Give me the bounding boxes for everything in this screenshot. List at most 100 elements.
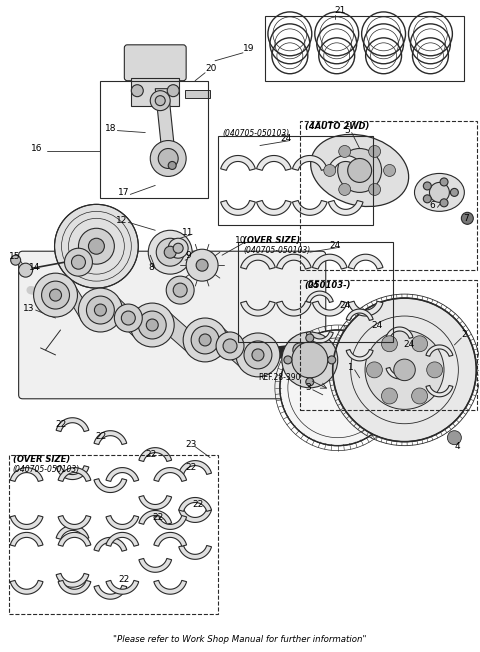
Circle shape (430, 183, 449, 202)
Polygon shape (139, 511, 172, 524)
Text: 23: 23 (185, 440, 196, 449)
Polygon shape (94, 585, 127, 599)
Circle shape (338, 149, 382, 192)
Polygon shape (154, 580, 187, 594)
Polygon shape (306, 332, 333, 343)
Polygon shape (179, 546, 212, 559)
Circle shape (394, 359, 415, 381)
Polygon shape (10, 467, 43, 481)
Text: 8: 8 (148, 263, 154, 272)
Text: (4AUTO 2WD): (4AUTO 2WD) (305, 122, 369, 131)
Circle shape (173, 243, 183, 253)
Polygon shape (56, 573, 89, 587)
Polygon shape (179, 509, 212, 522)
Polygon shape (58, 516, 91, 529)
Text: 5: 5 (345, 126, 350, 135)
Polygon shape (58, 580, 91, 594)
Text: 16: 16 (31, 144, 42, 153)
Text: 4: 4 (455, 442, 460, 451)
Text: 13: 13 (23, 304, 34, 312)
Text: 24: 24 (372, 321, 383, 329)
Circle shape (55, 204, 138, 288)
Circle shape (282, 332, 338, 388)
Circle shape (49, 289, 61, 301)
Circle shape (168, 162, 176, 170)
Circle shape (183, 318, 227, 362)
Circle shape (286, 336, 314, 364)
Circle shape (158, 149, 178, 168)
Polygon shape (276, 301, 311, 316)
Circle shape (427, 362, 443, 378)
Circle shape (244, 341, 272, 369)
Polygon shape (348, 301, 383, 316)
Bar (300, 280, 477, 409)
Polygon shape (139, 496, 172, 509)
Text: 9: 9 (185, 251, 191, 259)
Text: 17: 17 (119, 188, 130, 197)
Polygon shape (257, 200, 291, 215)
Text: 12: 12 (116, 216, 128, 225)
Bar (300, 121, 477, 270)
Text: REF.28-390: REF.28-390 (258, 374, 300, 382)
Polygon shape (221, 156, 255, 170)
Circle shape (19, 263, 33, 277)
Circle shape (216, 332, 244, 360)
Text: 6: 6 (430, 201, 435, 210)
Circle shape (384, 164, 396, 177)
Circle shape (236, 333, 280, 377)
Text: 22: 22 (192, 500, 204, 509)
Circle shape (412, 336, 428, 351)
Polygon shape (56, 418, 89, 432)
Circle shape (339, 145, 351, 157)
Circle shape (167, 85, 179, 96)
Circle shape (293, 343, 307, 357)
Circle shape (365, 331, 444, 409)
Polygon shape (179, 497, 212, 511)
Circle shape (34, 273, 77, 317)
Polygon shape (58, 533, 91, 546)
Text: 11: 11 (182, 228, 193, 237)
Text: (040705-050103): (040705-050103) (243, 246, 310, 255)
Circle shape (130, 303, 174, 347)
Polygon shape (106, 533, 139, 546)
Polygon shape (154, 533, 187, 546)
Circle shape (166, 276, 194, 304)
Bar (218, 136, 372, 226)
Polygon shape (346, 349, 373, 361)
Text: 18: 18 (106, 124, 117, 133)
Text: 22: 22 (119, 575, 130, 584)
Polygon shape (106, 516, 139, 529)
Text: 24: 24 (404, 340, 415, 349)
Circle shape (447, 431, 461, 445)
Polygon shape (179, 460, 212, 475)
Text: (OVER SIZE): (OVER SIZE) (243, 236, 300, 244)
Bar (238, 243, 393, 342)
Circle shape (148, 230, 192, 274)
Circle shape (196, 259, 208, 271)
Circle shape (223, 339, 237, 353)
Text: 24: 24 (308, 280, 319, 289)
Circle shape (95, 304, 107, 316)
Polygon shape (386, 327, 413, 338)
Circle shape (88, 238, 104, 254)
Circle shape (333, 298, 476, 441)
Circle shape (72, 255, 85, 269)
Circle shape (306, 378, 314, 386)
Circle shape (173, 283, 187, 297)
Circle shape (78, 288, 122, 332)
Circle shape (423, 195, 432, 203)
Circle shape (440, 178, 448, 186)
Polygon shape (306, 291, 333, 303)
Polygon shape (10, 580, 43, 594)
Polygon shape (139, 558, 172, 572)
Text: 10: 10 (235, 236, 247, 244)
FancyBboxPatch shape (19, 251, 326, 399)
FancyBboxPatch shape (124, 45, 186, 81)
Polygon shape (58, 467, 91, 481)
Circle shape (164, 246, 176, 258)
Polygon shape (426, 345, 453, 357)
Ellipse shape (415, 173, 464, 211)
Circle shape (280, 330, 396, 446)
Polygon shape (10, 533, 43, 546)
Circle shape (191, 326, 219, 354)
